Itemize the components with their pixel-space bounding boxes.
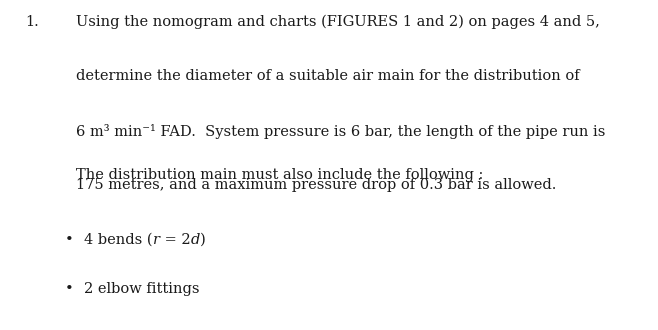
Text: = 2: = 2: [160, 233, 190, 247]
Text: Using the nomogram and charts (FIGURES 1 and 2) on pages 4 and 5,: Using the nomogram and charts (FIGURES 1…: [76, 15, 599, 29]
Text: •: •: [64, 233, 73, 247]
Text: 1.: 1.: [25, 15, 39, 29]
Text: d: d: [190, 233, 200, 247]
Text: 4 bends (: 4 bends (: [84, 233, 153, 247]
Text: determine the diameter of a suitable air main for the distribution of: determine the diameter of a suitable air…: [76, 69, 579, 83]
Text: 175 metres, and a maximum pressure drop of 0.3 bar is allowed.: 175 metres, and a maximum pressure drop …: [76, 178, 556, 192]
Text: 2 elbow fittings: 2 elbow fittings: [84, 282, 200, 296]
Text: r: r: [153, 233, 160, 247]
Text: The distribution main must also include the following :: The distribution main must also include …: [76, 168, 483, 182]
Text: 6 m³ min⁻¹ FAD.  System pressure is 6 bar, the length of the pipe run is: 6 m³ min⁻¹ FAD. System pressure is 6 bar…: [76, 124, 605, 139]
Text: •: •: [64, 282, 73, 296]
Text: ): ): [200, 233, 205, 247]
